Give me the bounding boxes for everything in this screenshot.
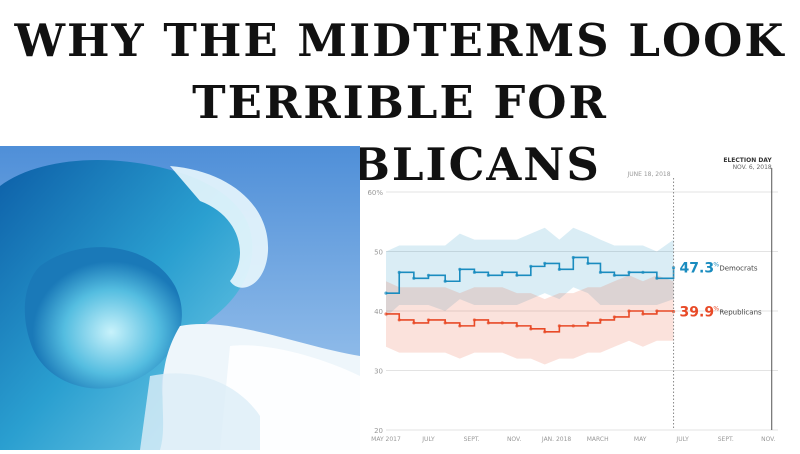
y-tick-label: 40 xyxy=(374,308,383,316)
x-tick-label: MAY xyxy=(634,436,647,443)
data-point xyxy=(543,261,547,265)
x-tick-label: JULY xyxy=(421,436,435,443)
data-point xyxy=(641,270,645,274)
data-point xyxy=(515,324,519,328)
trend-line-democrats xyxy=(386,256,675,294)
percent-suffix: % xyxy=(713,262,719,269)
data-point xyxy=(655,276,659,280)
y-tick-label: 20 xyxy=(374,427,383,435)
confidence-band-democrats xyxy=(386,227,674,317)
data-point xyxy=(529,264,533,268)
data-point xyxy=(557,267,561,271)
data-point xyxy=(443,321,447,325)
data-point xyxy=(397,318,401,322)
election-day-label: ELECTION DAY xyxy=(723,157,772,164)
data-point xyxy=(612,315,616,319)
data-point xyxy=(384,291,388,295)
data-point xyxy=(458,267,462,271)
data-point xyxy=(557,324,561,328)
data-point xyxy=(412,321,416,325)
x-tick-label: NOV. xyxy=(761,436,775,443)
data-point xyxy=(426,273,431,277)
data-point xyxy=(529,327,533,331)
data-point xyxy=(571,324,575,328)
data-point xyxy=(641,312,645,316)
data-point xyxy=(384,312,388,316)
x-tick-label: SEPT. xyxy=(464,436,480,443)
data-point xyxy=(598,318,603,322)
data-point xyxy=(486,321,490,325)
series-label-democrats: Democrats xyxy=(719,265,758,273)
data-point xyxy=(612,273,616,277)
data-point xyxy=(627,309,631,313)
data-point xyxy=(412,276,416,280)
data-point xyxy=(671,265,676,270)
data-point xyxy=(426,318,431,322)
today-marker-label: JUNE 18, 2018 xyxy=(626,171,670,178)
data-point xyxy=(655,309,659,313)
y-tick-label: 60% xyxy=(367,189,383,197)
x-tick-label: JAN. 2018 xyxy=(541,436,572,443)
data-point xyxy=(571,255,575,260)
data-point xyxy=(443,279,447,283)
x-tick-label: MARCH xyxy=(587,436,609,443)
data-point xyxy=(586,261,590,265)
x-tick-label: JULY xyxy=(675,436,689,443)
election-day-date: NOV. 6, 2018 xyxy=(733,164,772,171)
headline-line-1: WHY THE MIDTERMS LOOK xyxy=(14,14,786,67)
data-point xyxy=(543,330,547,334)
polling-chart: 20 30 40 50 60% MAY 2017 JULY SEPT. NOV. JAN. 201… xyxy=(360,146,800,450)
chart-svg: 20 30 40 50 60% MAY 2017 JULY SEPT. NOV. JAN. 201… xyxy=(367,157,778,443)
data-point xyxy=(472,318,477,322)
x-tick-label: SEPT. xyxy=(718,436,734,443)
data-point xyxy=(472,270,477,274)
data-point xyxy=(458,324,462,328)
percent-suffix: % xyxy=(713,306,719,313)
final-value-democrats: 47.3 xyxy=(680,261,715,277)
data-point xyxy=(515,273,519,277)
wave-illustration xyxy=(0,146,360,450)
ocean-wave-image xyxy=(0,146,360,450)
data-point xyxy=(500,321,504,325)
data-point xyxy=(486,273,490,277)
confidence-band-republicans xyxy=(386,275,674,365)
series-label-republicans: Republicans xyxy=(719,309,762,317)
final-value-republicans: 39.9 xyxy=(680,305,715,321)
y-tick-label: 30 xyxy=(374,368,383,376)
data-point xyxy=(397,270,401,274)
data-point xyxy=(627,270,631,274)
data-point xyxy=(586,321,590,325)
y-tick-label: 50 xyxy=(374,249,383,257)
x-tick-label: NOV. xyxy=(507,436,521,443)
data-point xyxy=(500,270,504,274)
x-tick-label: MAY 2017 xyxy=(371,436,401,443)
data-point xyxy=(598,270,603,274)
